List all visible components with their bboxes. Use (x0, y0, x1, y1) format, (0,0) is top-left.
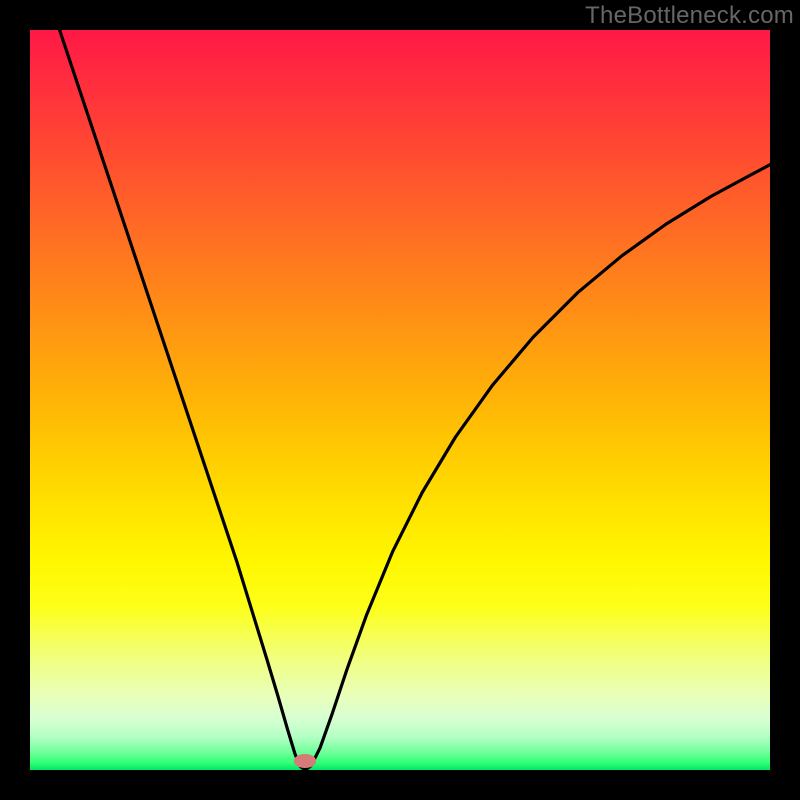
bottleneck-curve (30, 30, 770, 770)
minimum-marker (294, 754, 316, 767)
gradient-background (30, 30, 770, 770)
watermark-text: TheBottleneck.com (585, 2, 794, 30)
chart-frame: TheBottleneck.com (0, 0, 800, 800)
plot-area (30, 30, 770, 770)
